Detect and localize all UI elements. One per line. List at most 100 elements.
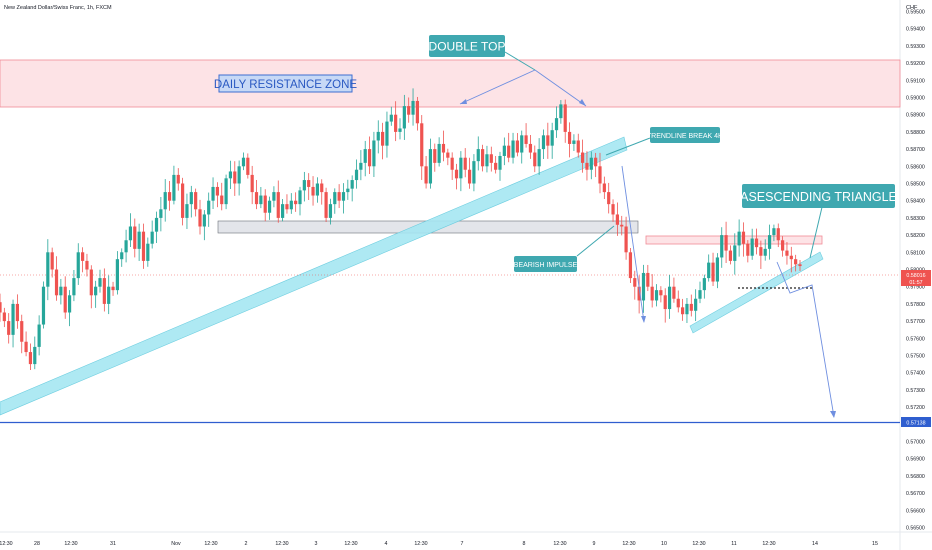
candle-down bbox=[624, 226, 628, 253]
candle-down bbox=[598, 166, 602, 184]
candle-up bbox=[398, 128, 402, 132]
time-tick-label: Nov bbox=[171, 541, 181, 547]
callout-daily-resistance[interactable]: DAILY RESISTANCE ZONE bbox=[214, 74, 357, 93]
double-top-connector bbox=[504, 51, 536, 71]
candle-up bbox=[94, 286, 98, 296]
callout-bearish-impulse[interactable]: BEARISH IMPULSE bbox=[514, 256, 578, 272]
time-tick-label: 28 bbox=[34, 541, 40, 547]
currency-label: CHF bbox=[906, 5, 918, 11]
arrowhead-target bbox=[830, 411, 836, 418]
candle-up bbox=[120, 252, 124, 260]
candle-up bbox=[385, 121, 389, 146]
time-tick-label: 12:30 bbox=[204, 541, 217, 547]
callout-double-top[interactable]: DOUBLE TOP bbox=[429, 35, 506, 57]
candle-down bbox=[111, 286, 115, 291]
candle-down bbox=[54, 269, 59, 296]
time-tick-label: 8 bbox=[523, 541, 526, 547]
candle-down bbox=[407, 106, 411, 115]
candle-down bbox=[672, 286, 676, 299]
time-tick-label: 12:30 bbox=[64, 541, 77, 547]
candle-down bbox=[659, 290, 663, 296]
arrow-heads bbox=[460, 99, 836, 418]
callout-trendline-break[interactable]: TRENDLINE BREAK 4H bbox=[647, 127, 723, 143]
candle-down bbox=[446, 152, 450, 158]
candle-up bbox=[437, 143, 441, 163]
target-price-box bbox=[901, 417, 931, 427]
candle-up bbox=[159, 209, 163, 218]
candle-down bbox=[424, 166, 428, 184]
candle-up bbox=[289, 200, 293, 210]
candle-up bbox=[698, 290, 702, 299]
price-tick-label: 0.56500 bbox=[906, 526, 925, 532]
candle-up bbox=[376, 131, 380, 141]
candle-down bbox=[2, 312, 6, 322]
candle-down bbox=[567, 131, 572, 144]
candle-down bbox=[254, 192, 259, 205]
candle-down bbox=[394, 114, 398, 132]
time-tick-label: 12:30 bbox=[414, 541, 427, 547]
candle-down bbox=[676, 298, 680, 308]
candle-down bbox=[602, 183, 606, 193]
candle-down bbox=[367, 149, 372, 167]
candle-down bbox=[798, 264, 802, 267]
time-axis[interactable]: 12:30 28 12:30 31 Nov 12:30 2 12:30 3 12:30 4 12:30… bbox=[0, 541, 878, 547]
candle-down bbox=[611, 204, 615, 215]
candle-down bbox=[324, 192, 328, 218]
candle-down bbox=[633, 278, 637, 287]
candle-down bbox=[637, 286, 641, 301]
candle-down bbox=[294, 200, 298, 205]
candle-up bbox=[667, 286, 672, 310]
price-tick-label: 0.59000 bbox=[906, 96, 925, 102]
candle-up bbox=[124, 240, 128, 253]
candle-up bbox=[550, 130, 554, 146]
candle-down bbox=[681, 307, 685, 315]
target-price-value: 0.57138 bbox=[906, 421, 925, 427]
time-tick-label: 10 bbox=[661, 541, 667, 547]
candle-up bbox=[763, 248, 767, 256]
candle-up bbox=[411, 100, 415, 115]
candle-up bbox=[720, 235, 724, 258]
candle-up bbox=[363, 149, 367, 163]
callout-ascending-triangle[interactable]: ASESCENDING TRIANGLE bbox=[740, 184, 897, 208]
callout-box bbox=[429, 35, 505, 57]
price-tick-label: 0.57800 bbox=[906, 302, 925, 308]
price-tick-label: 0.58900 bbox=[906, 113, 925, 119]
price-tick-label: 0.57600 bbox=[906, 336, 925, 342]
candle-down bbox=[198, 209, 202, 227]
candle-up bbox=[733, 245, 737, 261]
candle-down bbox=[494, 162, 498, 170]
candle-up bbox=[315, 183, 319, 196]
candle-down bbox=[776, 228, 780, 241]
candle-down bbox=[741, 231, 746, 244]
callout-box bbox=[218, 74, 353, 93]
candle-down bbox=[463, 157, 467, 170]
price-tick-label: 0.57200 bbox=[906, 405, 925, 411]
candle-up bbox=[572, 140, 576, 144]
target-price-badge: 0.57138 bbox=[901, 417, 931, 427]
bearish-impulse-arrow bbox=[621, 165, 645, 323]
trendline-break-connector bbox=[605, 137, 651, 156]
candle-down bbox=[263, 195, 267, 213]
candle-down bbox=[215, 186, 219, 196]
callout-box bbox=[650, 127, 720, 143]
price-tick-label: 0.57300 bbox=[906, 388, 925, 394]
candle-up bbox=[185, 204, 189, 218]
candle-up bbox=[541, 135, 546, 150]
candle-up bbox=[459, 157, 463, 179]
candle-down bbox=[320, 183, 324, 193]
candle-down bbox=[524, 135, 528, 144]
candle-down bbox=[533, 152, 537, 167]
candle-down bbox=[176, 174, 180, 184]
candle-down bbox=[28, 352, 33, 365]
callout-box bbox=[514, 256, 577, 272]
candle-up bbox=[476, 149, 480, 162]
candle-up bbox=[228, 171, 233, 179]
candle-up bbox=[281, 204, 285, 218]
time-tick-label: 12:30 bbox=[344, 541, 357, 547]
time-tick-label: 11 bbox=[731, 541, 737, 547]
time-tick-label: 12:30 bbox=[0, 541, 13, 547]
price-tick-label: 0.58700 bbox=[906, 147, 925, 153]
candle-up bbox=[350, 180, 354, 189]
